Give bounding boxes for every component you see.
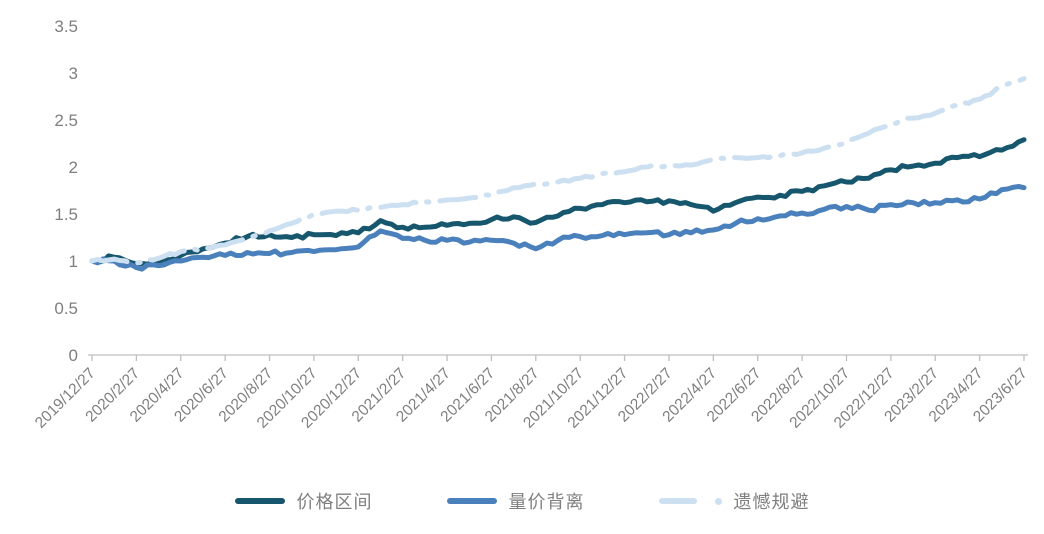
- y-axis-tick-label: 0.5: [54, 299, 78, 318]
- legend-item-volume-price-divergence: 量价背离: [446, 488, 585, 514]
- y-axis-tick-label: 0: [69, 346, 78, 365]
- legend-line-swatch-volume-price-divergence: [446, 498, 497, 504]
- legend-item-price-range: 价格区间: [234, 488, 373, 514]
- legend-dash-swatch-regret-aversion: [658, 498, 697, 504]
- chart-legend: 价格区间 量价背离 遗憾规避: [0, 486, 1044, 516]
- series-line-volume-price-divergence: [89, 184, 1027, 272]
- y-axis-tick-label: 1.5: [54, 205, 78, 224]
- legend-label-regret-aversion: 遗憾规避: [733, 492, 810, 512]
- y-axis-tick-label: 1: [69, 252, 78, 271]
- series-line-price-range: [89, 137, 1027, 267]
- legend-label-price-range: 价格区间: [296, 492, 373, 512]
- y-axis-tick-label: 3: [69, 64, 78, 83]
- legend-item-regret-aversion: 遗憾规避: [658, 488, 810, 514]
- legend-dot-swatch-regret-aversion: [714, 497, 722, 505]
- series-line-regret-aversion: [89, 76, 1027, 266]
- legend-line-swatch-price-range: [234, 498, 285, 504]
- y-axis-tick-label: 2.5: [54, 111, 78, 130]
- y-axis-tick-label: 2: [69, 158, 78, 177]
- y-axis-tick-label: 3.5: [54, 17, 78, 36]
- x-axis-tick-label: 2019/12/27: [32, 365, 99, 432]
- chart-plot-area: 00.511.522.533.52019/12/272020/2/272020/…: [32, 17, 1031, 432]
- legend-label-volume-price-divergence: 量价背离: [508, 492, 585, 512]
